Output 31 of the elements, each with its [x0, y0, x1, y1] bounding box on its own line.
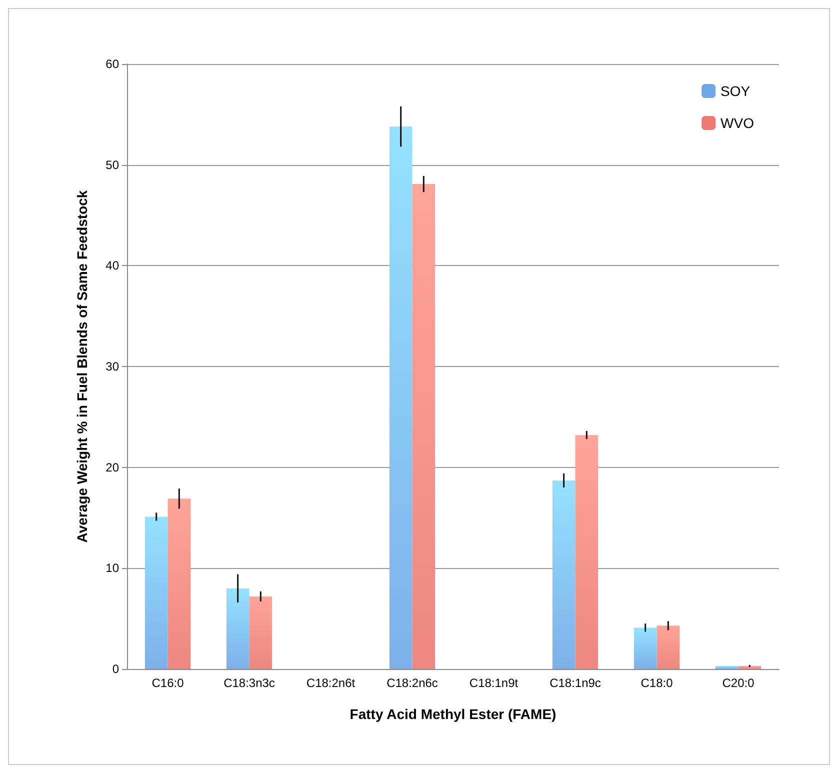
- y-tick-label: 0: [112, 662, 120, 676]
- bar: [656, 626, 680, 669]
- y-tick-label: 50: [106, 158, 120, 172]
- bar: [412, 184, 436, 669]
- x-tick-label: C20:0: [722, 676, 755, 690]
- bar: [738, 666, 762, 669]
- y-tick-label: 30: [106, 360, 120, 374]
- x-tick-label: C18:2n6t: [306, 676, 356, 690]
- x-tick-label: C18:0: [640, 676, 674, 690]
- x-tick-label: C18:3n3c: [224, 676, 275, 690]
- bar: [168, 498, 191, 669]
- legend-label: WVO: [720, 115, 754, 131]
- bar: [575, 435, 598, 669]
- x-tick-label: C18:1n9c: [550, 676, 601, 690]
- x-tick-label: C18:1n9t: [469, 676, 519, 690]
- legend-label: SOY: [720, 83, 751, 99]
- bar: [144, 516, 168, 669]
- bar: [715, 666, 738, 669]
- bar: [389, 126, 412, 669]
- x-axis-title: Fatty Acid Methyl Ester (FAME): [350, 706, 556, 722]
- bar: [634, 628, 657, 669]
- y-tick-label: 10: [106, 561, 120, 576]
- x-tick-label: C18:2n6c: [386, 676, 438, 690]
- bar: [249, 596, 272, 669]
- x-tick-label: C16:0: [152, 676, 184, 690]
- bar: [552, 480, 576, 669]
- y-tick-label: 60: [106, 57, 120, 71]
- y-tick-label: 20: [106, 460, 120, 474]
- bar: [226, 588, 250, 669]
- y-tick-label: 40: [106, 258, 120, 273]
- y-axis-title: Average Weight % in Fuel Blends of Same Feedstock: [74, 190, 90, 543]
